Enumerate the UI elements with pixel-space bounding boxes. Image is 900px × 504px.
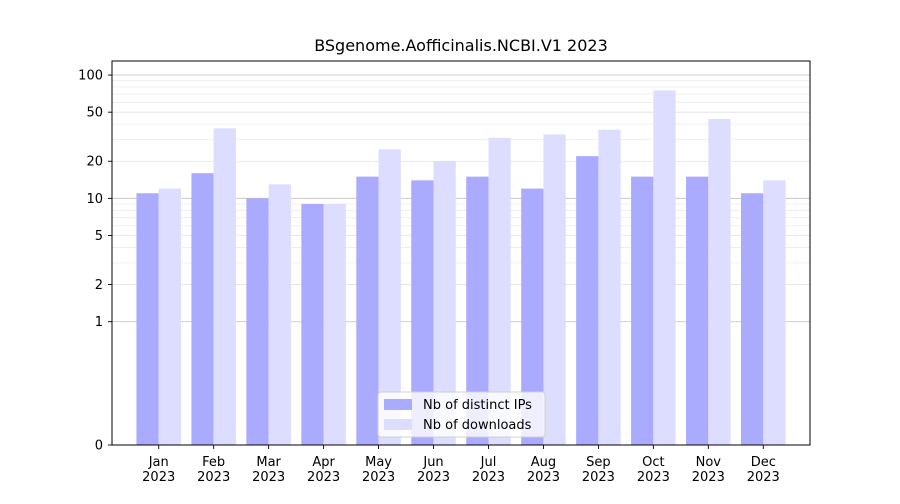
bar-downloads: [708, 119, 731, 446]
legend-swatch: [384, 399, 412, 410]
x-tick-label: Jun: [422, 455, 443, 470]
legend-swatch: [384, 419, 412, 430]
x-tick-label: Feb: [202, 455, 225, 470]
x-tick-label: Jul: [480, 455, 497, 470]
x-tick-label: Aug: [531, 455, 556, 470]
y-tick-label: 5: [95, 229, 103, 244]
y-tick-label: 2: [95, 278, 103, 293]
bar-distinct-ips: [686, 176, 709, 445]
bars-layer: [136, 90, 786, 446]
y-tick-label: 20: [86, 155, 103, 170]
x-tick-label: 2023: [637, 470, 670, 485]
x-tick-label: 2023: [527, 470, 560, 485]
bar-distinct-ips: [301, 204, 324, 445]
x-tick-label: 2023: [142, 470, 175, 485]
bar-distinct-ips: [576, 156, 599, 445]
bar-downloads: [543, 134, 566, 446]
bar-downloads: [158, 188, 181, 446]
x-tick-label: 2023: [692, 470, 725, 485]
x-tick-label: Oct: [642, 455, 664, 470]
bar-distinct-ips: [356, 176, 379, 445]
x-tick-label: Sep: [586, 455, 611, 470]
bar-distinct-ips: [191, 173, 214, 446]
bar-downloads: [488, 137, 511, 445]
bar-distinct-ips: [466, 176, 489, 445]
bar-downloads: [653, 90, 676, 445]
y-tick-label: 0: [95, 439, 103, 454]
x-tick-label: Nov: [696, 455, 722, 470]
legend: Nb of distinct IPs Nb of downloads: [377, 391, 546, 438]
x-tick-label: 2023: [197, 470, 230, 485]
x-tick-label: 2023: [582, 470, 615, 485]
bar-downloads: [323, 204, 346, 445]
bar-distinct-ips: [741, 193, 764, 445]
x-tick-label: May: [365, 455, 392, 470]
x-tick-label: Jan: [148, 455, 169, 470]
x-tick-label: Mar: [256, 455, 281, 470]
bar-downloads: [213, 128, 236, 446]
x-tick-label: 2023: [472, 470, 505, 485]
bar-downloads: [268, 184, 291, 445]
legend-label: Nb of downloads: [423, 418, 532, 433]
chart-title: BSgenome.Aofficinalis.NCBI.V1 2023: [314, 36, 608, 55]
x-tick-label: 2023: [417, 470, 450, 485]
y-tick-label: 1: [95, 315, 103, 330]
bar-downloads: [433, 161, 456, 445]
x-tick-label: 2023: [307, 470, 340, 485]
x-tick-label: 2023: [747, 470, 780, 485]
bar-downloads: [763, 180, 786, 445]
axes-layer: Jan2023Feb2023Mar2023Apr2023May2023Jun20…: [78, 60, 811, 485]
legend-box: [377, 391, 546, 438]
bar-distinct-ips: [136, 193, 159, 445]
bar-downloads: [378, 149, 401, 445]
bar-downloads: [598, 129, 621, 445]
x-tick-label: 2023: [362, 470, 395, 485]
y-tick-label: 100: [78, 69, 103, 84]
x-tick-label: 2023: [252, 470, 285, 485]
bar-distinct-ips: [521, 188, 544, 446]
bar-distinct-ips: [631, 176, 654, 445]
y-tick-label: 10: [86, 192, 103, 207]
bar-distinct-ips: [246, 198, 269, 445]
plot-frame: [111, 60, 811, 446]
y-tick-label: 50: [86, 106, 103, 121]
legend-label: Nb of distinct IPs: [423, 398, 532, 413]
x-tick-label: Apr: [312, 455, 335, 470]
x-tick-label: Dec: [751, 455, 776, 470]
bar-distinct-ips: [411, 180, 434, 445]
